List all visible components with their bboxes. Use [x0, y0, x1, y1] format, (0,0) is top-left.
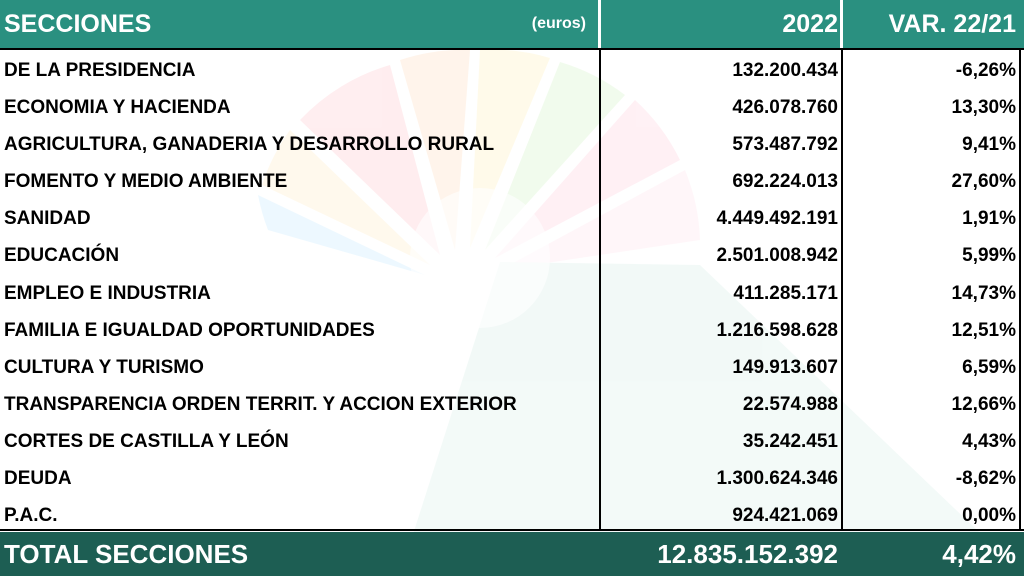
- row-name: SANIDAD: [4, 208, 91, 230]
- row-name: EDUCACIÓN: [4, 245, 120, 267]
- header-bottom-border: [0, 48, 1024, 50]
- row-amount: 132.200.434: [732, 60, 838, 81]
- row-name: FOMENTO Y MEDIO AMBIENTE: [4, 171, 288, 193]
- row-variation: 14,73%: [951, 282, 1016, 304]
- row-amount: 924.421.069: [732, 505, 838, 527]
- row-amount: 149.913.607: [732, 356, 838, 378]
- row-variation: 0,00%: [962, 505, 1016, 527]
- row-name: CORTES DE CASTILLA Y LEÓN: [4, 430, 289, 452]
- row-variation: 9,41%: [962, 134, 1016, 156]
- header-year: 2022: [782, 10, 838, 38]
- row-name: DE LA PRESIDENCIA: [4, 60, 196, 81]
- table-row: AGRICULTURA, GANADERIA Y DESARROLLO RURA…: [0, 126, 1024, 163]
- header-divider: [840, 0, 843, 48]
- row-amount: 22.574.988: [742, 393, 838, 415]
- table-row: CORTES DE CASTILLA Y LEÓN 35.242.451 4,4…: [0, 423, 1024, 460]
- header-variation: VAR. 22/21: [888, 10, 1016, 38]
- table-row: P.A.C. 924.421.069 0,00%: [0, 497, 1024, 534]
- row-name: CULTURA Y TURISMO: [4, 356, 204, 378]
- row-name: AGRICULTURA, GANADERIA Y DESARROLLO RURA…: [4, 134, 495, 156]
- row-amount: 1.216.598.628: [716, 319, 838, 341]
- row-variation: -6,26%: [955, 60, 1016, 81]
- row-variation: 27,60%: [951, 171, 1016, 193]
- right-border: [1019, 48, 1021, 530]
- total-label: TOTAL SECCIONES: [4, 539, 249, 569]
- table-row: CULTURA Y TURISMO 149.913.607 6,59%: [0, 349, 1024, 386]
- table-row: ECONOMIA Y HACIENDA 426.078.760 13,30%: [0, 89, 1024, 126]
- row-amount: 692.224.013: [732, 171, 838, 193]
- total-top-border: [0, 529, 1024, 531]
- row-variation: 4,43%: [962, 430, 1016, 452]
- row-variation: 5,99%: [962, 245, 1016, 267]
- row-amount: 426.078.760: [732, 97, 838, 119]
- table-row: DE LA PRESIDENCIA 132.200.434 -6,26%: [0, 52, 1024, 89]
- row-variation: 1,91%: [962, 208, 1016, 230]
- row-name: FAMILIA E IGUALDAD OPORTUNIDADES: [4, 319, 375, 341]
- column-divider: [599, 48, 601, 530]
- row-variation: 12,51%: [951, 319, 1016, 341]
- header-sections: SECCIONES: [4, 10, 152, 38]
- row-name: ECONOMIA Y HACIENDA: [4, 97, 231, 119]
- row-amount: 35.242.451: [742, 430, 838, 452]
- table-header: SECCIONES (euros) 2022 VAR. 22/21: [0, 0, 1024, 48]
- row-name: EMPLEO E INDUSTRIA: [4, 282, 211, 304]
- row-variation: -8,62%: [955, 468, 1016, 490]
- row-amount: 4.449.492.191: [716, 208, 838, 230]
- row-amount: 411.285.171: [733, 282, 838, 304]
- table-row: EMPLEO E INDUSTRIA 411.285.171 14,73%: [0, 275, 1024, 312]
- table-body: DE LA PRESIDENCIA 132.200.434 -6,26% ECO…: [0, 52, 1024, 534]
- header-unit: (euros): [531, 15, 586, 32]
- table-row: DEUDA 1.300.624.346 -8,62%: [0, 460, 1024, 497]
- table-row: FAMILIA E IGUALDAD OPORTUNIDADES 1.216.5…: [0, 312, 1024, 349]
- table-row: FOMENTO Y MEDIO AMBIENTE 692.224.013 27,…: [0, 163, 1024, 200]
- total-amount: 12.835.152.392: [657, 539, 838, 569]
- total-variation: 4,42%: [942, 539, 1016, 569]
- row-variation: 6,59%: [962, 356, 1016, 378]
- table-row: EDUCACIÓN 2.501.008.942 5,99%: [0, 237, 1024, 274]
- row-name: DEUDA: [4, 468, 72, 490]
- row-amount: 573.487.792: [732, 134, 838, 156]
- row-variation: 12,66%: [951, 393, 1016, 415]
- header-divider: [598, 0, 601, 48]
- row-name: P.A.C.: [4, 505, 58, 527]
- column-divider: [841, 48, 843, 530]
- table-row: SANIDAD 4.449.492.191 1,91%: [0, 200, 1024, 237]
- row-amount: 2.501.008.942: [716, 245, 838, 267]
- total-row: TOTAL SECCIONES 12.835.152.392 4,42%: [0, 532, 1024, 576]
- table-row: TRANSPARENCIA ORDEN TERRIT. Y ACCION EXT…: [0, 386, 1024, 423]
- row-name: TRANSPARENCIA ORDEN TERRIT. Y ACCION EXT…: [4, 393, 517, 415]
- row-amount: 1.300.624.346: [716, 468, 838, 490]
- row-variation: 13,30%: [951, 97, 1016, 119]
